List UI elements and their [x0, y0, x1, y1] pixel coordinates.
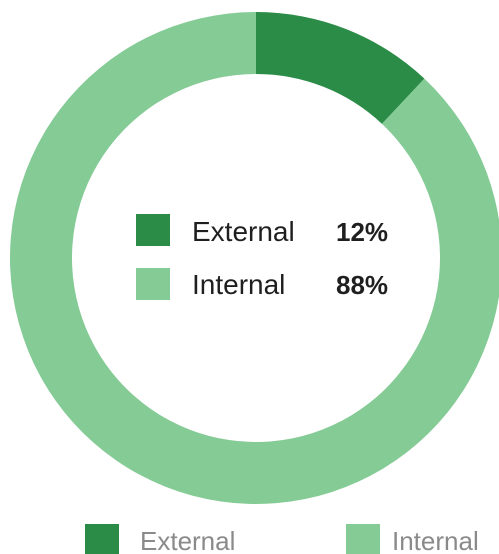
slice-internal [10, 12, 499, 504]
center-legend-value-internal: 88% [336, 270, 388, 300]
legend-swatch-external [85, 524, 119, 554]
center-legend: External 12% Internal 88% [136, 214, 388, 300]
legend-label-external: External [140, 526, 235, 554]
center-legend-value-external: 12% [336, 217, 388, 247]
legend-swatch-internal [346, 524, 380, 554]
legend-label-internal: Internal [392, 526, 479, 554]
donut-slices [10, 12, 499, 504]
slice-external [256, 12, 425, 124]
bottom-legend: External Internal [85, 524, 479, 554]
center-legend-label-external: External [192, 216, 295, 247]
center-legend-swatch-internal [136, 268, 170, 300]
center-legend-label-internal: Internal [192, 269, 285, 300]
center-legend-swatch-external [136, 214, 170, 246]
